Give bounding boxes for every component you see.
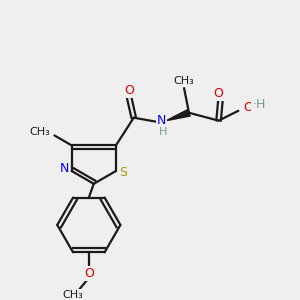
Text: O: O <box>84 266 94 280</box>
Text: H: H <box>159 127 167 136</box>
Text: S: S <box>119 167 127 179</box>
Text: N: N <box>157 114 166 127</box>
Text: O: O <box>124 84 134 97</box>
Polygon shape <box>166 110 190 121</box>
Text: N: N <box>60 163 69 176</box>
Text: O: O <box>214 86 224 100</box>
Text: O: O <box>243 101 253 114</box>
Text: ·H: ·H <box>252 98 266 111</box>
Text: CH₃: CH₃ <box>174 76 194 86</box>
Text: CH₃: CH₃ <box>63 290 83 300</box>
Text: CH₃: CH₃ <box>30 127 50 136</box>
